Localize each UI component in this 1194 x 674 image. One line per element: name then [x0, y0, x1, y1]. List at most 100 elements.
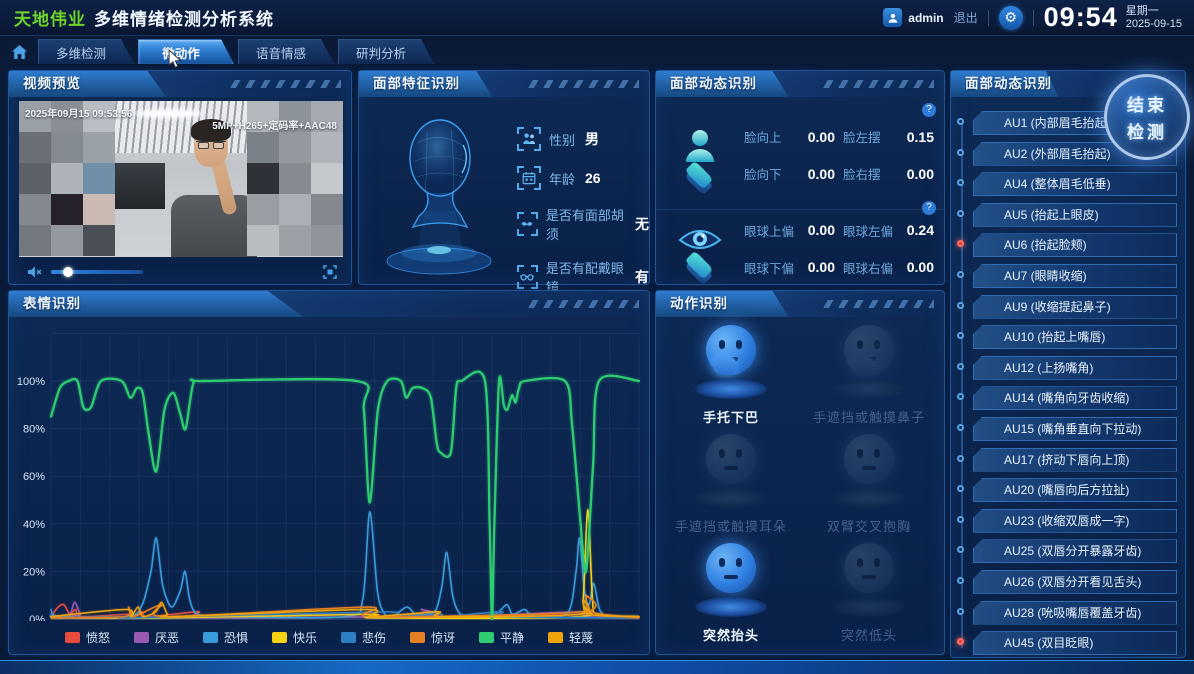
legend-swatch: [410, 632, 426, 643]
au-item[interactable]: AU7 (眼睛收缩): [973, 263, 1177, 288]
au-label: AU7 (眼睛收缩): [1004, 268, 1087, 283]
legend-swatch: [548, 632, 564, 643]
au-item[interactable]: AU45 (双目眨眼): [973, 631, 1177, 656]
expression-line-chart: 100% 80% 60% 40% 20% 0%: [17, 332, 641, 621]
au-row: AU17 (挤动下唇向上顶): [957, 447, 1177, 472]
au-item[interactable]: AU5 (抬起上眼皮): [973, 202, 1177, 227]
legend-item[interactable]: 悲伤: [341, 629, 386, 646]
legend-item[interactable]: 愤怒: [64, 629, 110, 646]
au-label: AU20 (嘴唇向后方拉扯): [1004, 483, 1130, 498]
actions-grid: 手托下巴 手遮挡或触摸鼻子 手遮挡或触摸耳朵: [662, 321, 938, 648]
pedestal-decoration: [678, 160, 722, 196]
nav-tab[interactable]: 研判分析: [338, 39, 434, 64]
feature-label: 性别: [549, 132, 576, 148]
legend-item[interactable]: 快乐: [271, 629, 317, 646]
au-status-bullet: [957, 485, 964, 493]
end-detection-button[interactable]: 结束 检测: [1104, 74, 1190, 160]
au-item[interactable]: AU4 (整体眉毛低垂): [973, 172, 1177, 197]
action-label: 双臂交叉抱胸: [826, 519, 911, 534]
end-button-line1: 结束: [1127, 96, 1167, 115]
face-metrics: 脸向上 0.00 脸左摆 0.15 脸向下 0.00 脸右摆 0.00: [744, 127, 944, 183]
au-list: AU1 (内部眉毛抬起) AU2 (外部眉毛抬起) AU4 (整体眉毛低垂): [957, 111, 1177, 662]
panel-header: 面部动态识别: [656, 71, 944, 97]
legend-item[interactable]: 平静: [479, 629, 524, 646]
video-frame[interactable]: 2025年09月15 09:53:56 5MP+H265+定码率+AAC48: [19, 101, 343, 257]
feature-icon: [517, 212, 538, 236]
au-item[interactable]: AU28 (吮吸嘴唇覆盖牙齿): [973, 600, 1177, 625]
au-item[interactable]: AU14 (嘴角向牙齿收缩): [973, 386, 1177, 411]
au-label: AU4 (整体眉毛低垂): [1004, 177, 1111, 192]
au-item[interactable]: AU12 (上扬嘴角): [973, 355, 1177, 380]
header-hatch-decoration: [819, 300, 934, 308]
au-label: AU14 (嘴角向牙齿收缩): [1004, 391, 1130, 406]
au-label: AU45 (双目眨眼): [1004, 636, 1094, 651]
volume-slider[interactable]: [51, 267, 143, 277]
pedestal-decoration: [833, 597, 905, 617]
au-status-bullet: [957, 301, 964, 309]
legend-item[interactable]: 厌恶: [133, 629, 179, 646]
feature-row: 是否有面部胡须 无: [517, 205, 649, 243]
panel-title: 动作识别: [670, 296, 728, 311]
au-status-bullet: [957, 423, 964, 431]
svg-text:60%: 60%: [23, 471, 45, 483]
home-button[interactable]: [0, 39, 38, 64]
au-status-bullet: [957, 362, 964, 370]
au-item[interactable]: AU2 (外部眉毛抬起): [973, 141, 1177, 166]
legend-item[interactable]: 惊讶: [410, 629, 455, 646]
fullscreen-button[interactable]: [323, 265, 337, 279]
feature-row: 是否有配戴眼镜 有: [517, 258, 649, 296]
feature-icon: [517, 265, 538, 289]
au-status-bullet: [957, 179, 964, 187]
eye-metrics: 眼球上偏 0.00 眼球左偏 0.24 眼球下偏 0.00 眼球右偏 0.00: [744, 221, 944, 277]
panel-title: 视频预览: [23, 76, 81, 91]
metric-label: 脸左摆: [842, 131, 881, 145]
settings-gear-icon[interactable]: ⚙: [998, 5, 1023, 30]
au-item[interactable]: AU26 (双唇分开看见舌头): [973, 569, 1177, 594]
help-icon[interactable]: ?: [922, 201, 936, 215]
metric-label: 眼球右偏: [842, 261, 893, 276]
au-item[interactable]: AU6 (抬起脸颊): [973, 233, 1177, 258]
panel-header: 视频预览: [9, 71, 351, 97]
volume-knob[interactable]: [63, 267, 73, 277]
face-direction-group: 脸向上 0.00 脸左摆 0.15 脸向下 0.00 脸右摆 0.00: [656, 111, 944, 199]
header-hatch-decoration: [819, 80, 934, 88]
metric-value: 0.00: [807, 222, 835, 238]
metric-value: 0.00: [807, 165, 835, 182]
action-label: 手遮挡或触摸耳朵: [674, 519, 787, 534]
au-label: AU15 (嘴角垂直向下拉动): [1004, 421, 1142, 436]
svg-text:40%: 40%: [23, 519, 45, 531]
legend-label: 平静: [500, 631, 525, 645]
mute-icon[interactable]: [27, 265, 43, 279]
metric-value: 0.24: [906, 222, 934, 238]
svg-text:80%: 80%: [23, 424, 45, 436]
header-hatch-decoration: [524, 80, 639, 88]
au-item[interactable]: AU23 (收缩双唇成一字): [973, 508, 1177, 533]
au-item[interactable]: AU9 (收缩提起鼻子): [973, 294, 1177, 319]
panel-title: 表情识别: [23, 296, 81, 311]
legend-item[interactable]: 轻蔑: [548, 629, 593, 646]
help-icon[interactable]: ?: [922, 103, 936, 117]
feature-label: 是否有面部胡须: [545, 208, 624, 242]
au-item[interactable]: AU10 (抬起上嘴唇): [973, 325, 1177, 350]
au-row: AU5 (抬起上眼皮): [957, 202, 1177, 227]
legend-label: 愤怒: [85, 631, 110, 645]
au-status-bullet: [957, 454, 964, 462]
nav-tab[interactable]: 微动作: [138, 39, 234, 64]
au-row: AU2 (外部眉毛抬起): [957, 141, 1177, 166]
legend-item[interactable]: 恐惧: [202, 629, 248, 646]
au-item[interactable]: AU15 (嘴角垂直向下拉动): [973, 416, 1177, 441]
action-face-icon: [693, 434, 769, 508]
nav-tab[interactable]: 多维检测: [38, 39, 134, 64]
nav-tab[interactable]: 语音情感: [238, 39, 334, 64]
au-item[interactable]: AU17 (挤动下唇向上顶): [973, 447, 1177, 472]
legend-swatch: [133, 632, 149, 643]
logout-link[interactable]: 退出: [953, 11, 978, 25]
legend-swatch: [64, 632, 80, 643]
pedestal-decoration: [833, 488, 905, 508]
au-item[interactable]: AU25 (双唇分开暴露牙齿): [973, 539, 1177, 564]
au-item[interactable]: AU20 (嘴唇向后方拉扯): [973, 478, 1177, 503]
au-row: AU23 (收缩双唇成一字): [957, 508, 1177, 533]
metric-value: 0.00: [906, 165, 934, 182]
au-status-bullet: [957, 393, 964, 401]
action-face-icon: [693, 325, 769, 399]
